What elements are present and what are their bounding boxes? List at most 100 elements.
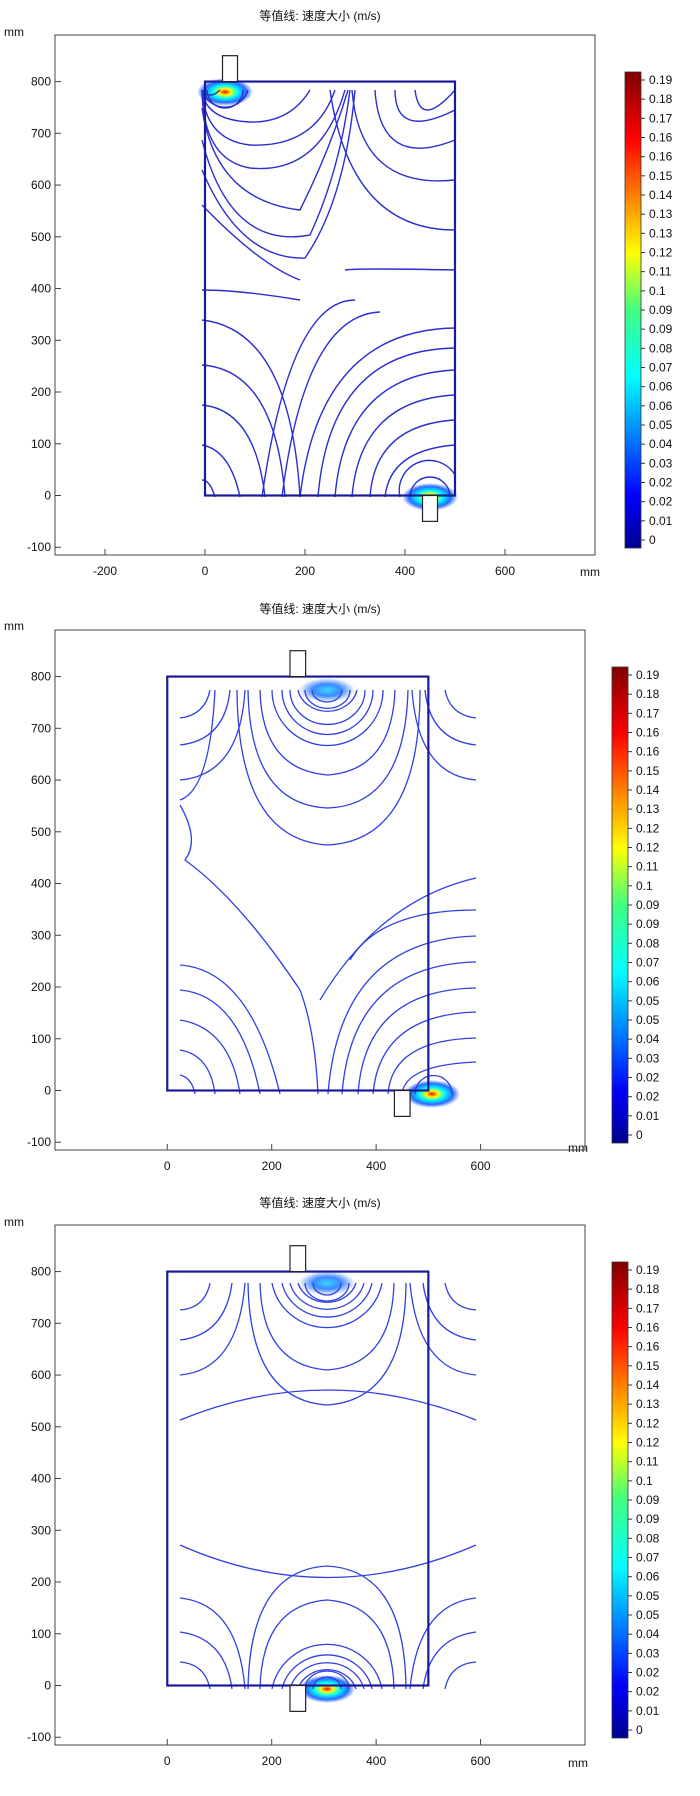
x-tick-label: 200 <box>262 1159 282 1173</box>
colorbar-label: 0.07 <box>649 361 673 375</box>
y-tick-label: 600 <box>31 773 51 787</box>
x-tick-label: 0 <box>164 1754 171 1768</box>
colorbar-label: 0.13 <box>649 226 673 240</box>
contour-lines <box>197 78 458 511</box>
chart-panel-2: 等值线: 速度大小 (m/s) mm mm -100 0 100 200 300 400 5… <box>4 601 660 1173</box>
colorbar-label: 0.16 <box>649 131 673 145</box>
x-unit-label: mm <box>568 1141 588 1155</box>
colorbar-label: 0.11 <box>649 265 672 279</box>
colorbar-label: 0.1 <box>636 879 653 893</box>
y-tick-label: 500 <box>31 1420 51 1434</box>
colorbar: 0.19 0.18 0.17 0.16 0.16 0.15 0.14 0.13 0.12 0.12… <box>611 1261 660 1739</box>
y-tick-label: 200 <box>31 980 51 994</box>
colorbar-label: 0.15 <box>636 1359 660 1373</box>
colorbar-label: 0.12 <box>636 1436 660 1450</box>
colorbar-label: 0.18 <box>649 92 673 106</box>
colorbar-label: 0.06 <box>649 380 673 394</box>
colorbar-label: 0.01 <box>636 1109 660 1123</box>
y-tick-label: -100 <box>27 1730 51 1744</box>
y-tick-label: 500 <box>31 230 51 244</box>
y-tick-label: 200 <box>31 385 51 399</box>
colorbar-label: 0.15 <box>649 169 673 183</box>
outlet-port <box>421 494 439 522</box>
colorbar-label: 0.11 <box>636 1455 659 1469</box>
y-tick-label: 600 <box>31 1368 51 1382</box>
colorbar-label: 0.14 <box>649 188 673 202</box>
chart-title: 等值线: 速度大小 (m/s) <box>259 601 380 616</box>
y-axis: -100 0 100 200 300 400 500 600 700 800 <box>27 1265 61 1744</box>
y-tick-label: 500 <box>31 825 51 839</box>
y-tick-label: 100 <box>31 1032 51 1046</box>
colorbar-label: 0.08 <box>649 341 673 355</box>
x-tick-label: 0 <box>164 1159 171 1173</box>
colorbar-label: 0.08 <box>636 936 660 950</box>
x-tick-label: 200 <box>262 1754 282 1768</box>
colorbar-label: 0.13 <box>636 802 660 816</box>
colorbar-label: 0.09 <box>636 917 660 931</box>
colorbar-label: 0 <box>636 1128 643 1142</box>
colorbar-label: 0.02 <box>636 1090 660 1104</box>
colorbar-gradient <box>624 71 642 549</box>
y-tick-label: 0 <box>44 1678 51 1692</box>
colorbar-label: 0.13 <box>649 207 673 221</box>
colorbar-label: 0.08 <box>636 1531 660 1545</box>
x-tick-label: 400 <box>366 1754 386 1768</box>
colorbar-label: 0.05 <box>636 994 660 1008</box>
colorbar-gradient <box>611 666 629 1144</box>
y-unit-label: mm <box>4 1215 24 1229</box>
colorbar-label: 0.04 <box>636 1627 660 1641</box>
colorbar-label: 0.11 <box>636 860 659 874</box>
y-tick-label: 300 <box>31 333 51 347</box>
contour-lines <box>179 1271 477 1703</box>
colorbar-label: 0.19 <box>649 73 673 87</box>
colorbar-label: 0.06 <box>636 1570 660 1584</box>
colorbar-label: 0.15 <box>636 764 660 778</box>
colorbar-label: 0.02 <box>649 476 673 490</box>
colorbar-label: 0.17 <box>636 1301 660 1315</box>
colorbar-label: 0.16 <box>636 1321 660 1335</box>
y-tick-label: 400 <box>31 1472 51 1486</box>
colorbar-label: 0.05 <box>636 1608 660 1622</box>
x-tick-label: 0 <box>202 564 209 578</box>
y-tick-label: -100 <box>27 540 51 554</box>
inlet-port <box>221 55 239 83</box>
y-tick-label: 100 <box>31 1627 51 1641</box>
colorbar-label: 0.09 <box>636 898 660 912</box>
colorbar-label: 0.01 <box>649 514 673 528</box>
y-tick-label: 700 <box>31 1316 51 1330</box>
colorbar-label: 0.1 <box>649 284 666 298</box>
x-tick-label: 400 <box>366 1159 386 1173</box>
y-tick-label: 0 <box>44 1083 51 1097</box>
x-tick-label: 200 <box>295 564 315 578</box>
y-tick-label: -100 <box>27 1135 51 1149</box>
colorbar-label: 0.06 <box>649 399 673 413</box>
colorbar-label: 0.03 <box>649 456 673 470</box>
y-tick-label: 300 <box>31 928 51 942</box>
colorbar-label: 0.04 <box>649 437 673 451</box>
colorbar-label: 0.06 <box>636 975 660 989</box>
colorbar-label: 0.19 <box>636 668 660 682</box>
colorbar: 0.19 0.18 0.17 0.16 0.16 0.15 0.14 0.13 0.13 0.12… <box>624 71 673 549</box>
colorbar-gradient <box>611 1261 629 1739</box>
y-unit-label: mm <box>4 25 24 39</box>
plate-border <box>166 1270 430 1687</box>
x-tick-label: 600 <box>471 1159 491 1173</box>
colorbar-label: 0.01 <box>636 1704 660 1718</box>
colorbar-label: 0.07 <box>636 1551 660 1565</box>
inlet-port <box>289 1245 307 1273</box>
colorbar-label: 0.16 <box>636 1340 660 1354</box>
colorbar-label: 0.07 <box>636 956 660 970</box>
colorbar-label: 0.17 <box>649 111 673 125</box>
colorbar-label: 0.09 <box>649 303 673 317</box>
colorbar-label: 0.05 <box>649 418 673 432</box>
y-tick-label: 0 <box>44 488 51 502</box>
plate-outline <box>203 55 457 522</box>
y-tick-label: 400 <box>31 877 51 891</box>
y-tick-label: 100 <box>31 437 51 451</box>
x-unit-label: mm <box>568 1756 588 1770</box>
colorbar-label: 0.19 <box>636 1263 660 1277</box>
outlet-port <box>289 1684 307 1712</box>
colorbar-label: 0.12 <box>636 841 660 855</box>
y-tick-label: 600 <box>31 178 51 192</box>
